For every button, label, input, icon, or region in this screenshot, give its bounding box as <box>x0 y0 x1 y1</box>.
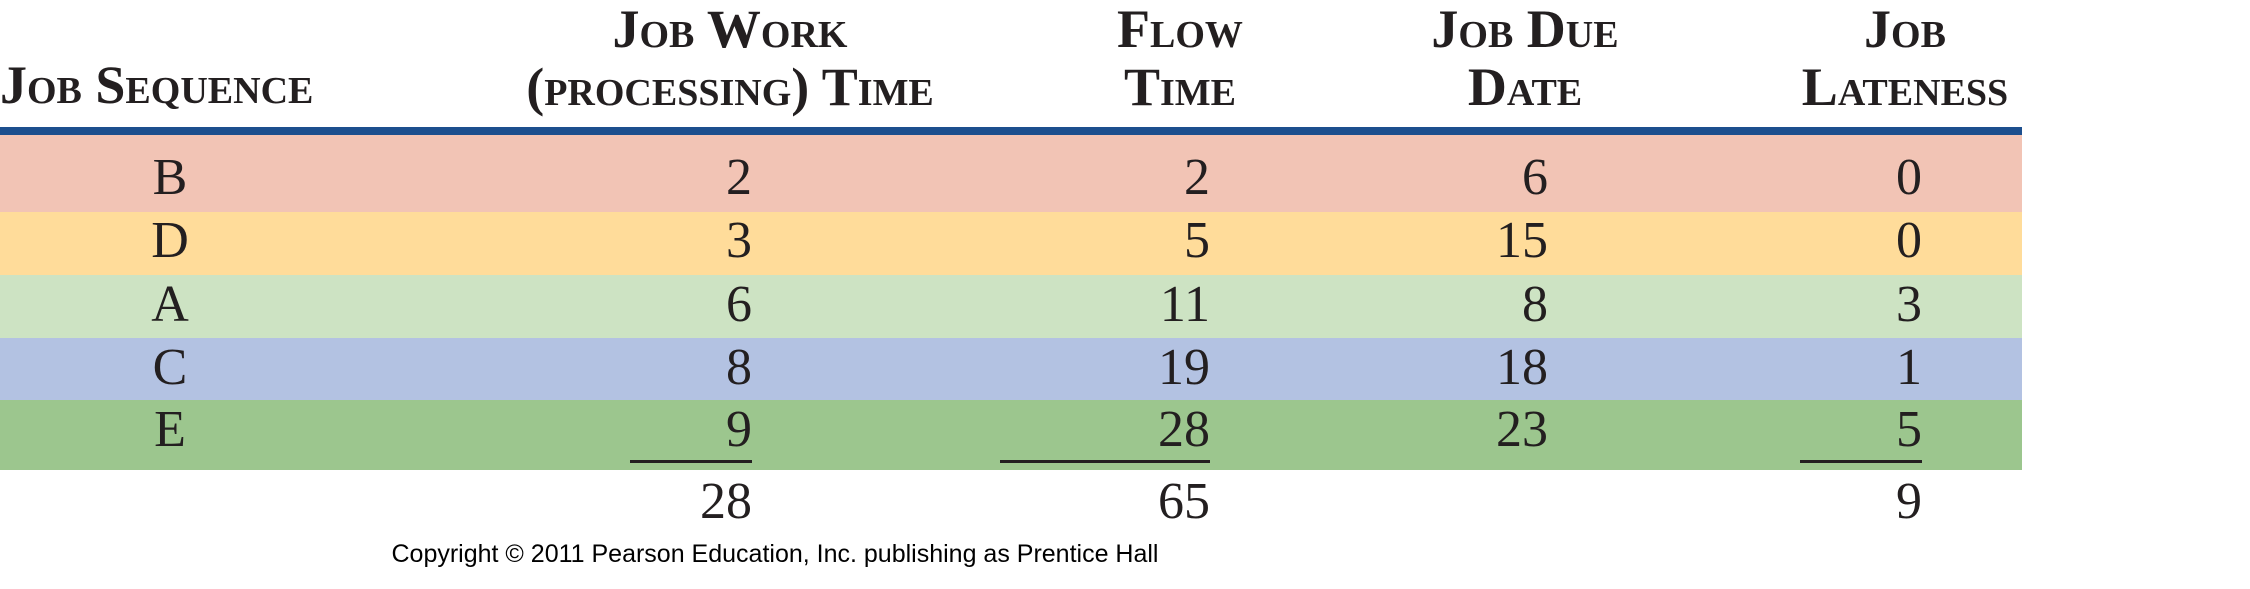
header-job-work-time-line-2: (processing) Time <box>526 57 934 117</box>
cell-flow-time: 19 <box>1158 339 1210 396</box>
cell-work-time: 9 <box>630 400 752 463</box>
cell-work-time: 3 <box>726 212 752 269</box>
header-job-work-time: Job Work (processing) Time <box>490 0 970 116</box>
header-job-lateness-line-2: Lateness <box>1801 57 2009 117</box>
cell-flow-time: 5 <box>1184 212 1210 269</box>
cell-due-date: 18 <box>1496 339 1548 396</box>
copyright-notice: Copyright © 2011 Pearson Education, Inc.… <box>391 540 1159 568</box>
table-row: B 2 2 6 0 <box>0 135 2022 212</box>
cell-flow-time: 11 <box>1159 276 1210 333</box>
table-row: E 9 28 23 5 <box>0 400 2022 470</box>
total-lateness: 9 <box>1896 473 1922 530</box>
cell-work-time: 8 <box>726 339 752 396</box>
header-job-lateness-line-1: Job <box>1864 0 1946 59</box>
cell-lateness: 3 <box>1896 276 1922 333</box>
table-row: C 8 19 18 1 <box>0 338 2022 400</box>
cell-flow-time: 2 <box>1184 149 1210 206</box>
cell-flow-time: 28 <box>1000 400 1210 463</box>
cell-job: E <box>154 401 186 458</box>
header-job-sequence-line-1: Job Sequence <box>0 55 314 115</box>
cell-job: D <box>151 212 189 269</box>
header-flow-time-line-2: Time <box>1123 57 1237 117</box>
total-flow-time: 65 <box>1158 473 1210 530</box>
cell-lateness: 1 <box>1896 339 1922 396</box>
cell-job: B <box>152 149 188 206</box>
cell-work-time: 6 <box>726 276 752 333</box>
cell-due-date: 15 <box>1496 212 1548 269</box>
header-job-due-date-line-2: Date <box>1467 57 1583 117</box>
header-job-work-time-line-1: Job Work <box>612 0 848 59</box>
cell-due-date: 6 <box>1522 149 1548 206</box>
cell-job: A <box>151 276 189 333</box>
header-rule <box>0 127 2022 135</box>
header-flow-time-line-1: Flow <box>1117 0 1243 59</box>
header-flow-time: Flow Time <box>1080 0 1280 116</box>
cell-lateness: 0 <box>1896 149 1922 206</box>
header-job-due-date-line-1: Job Due <box>1431 0 1619 59</box>
total-work-time: 28 <box>700 473 752 530</box>
header-job-lateness: Job Lateness <box>1770 0 2040 116</box>
cell-job: C <box>152 339 188 396</box>
header-job-due-date: Job Due Date <box>1400 0 1650 116</box>
table-row: A 6 11 8 3 <box>0 275 2022 338</box>
cell-due-date: 8 <box>1522 276 1548 333</box>
table-row: D 3 5 15 0 <box>0 212 2022 275</box>
cell-lateness: 5 <box>1800 400 1922 463</box>
cell-work-time: 2 <box>726 149 752 206</box>
cell-due-date: 23 <box>1496 401 1548 458</box>
header-job-sequence: Job Sequence <box>0 56 313 114</box>
cell-lateness: 0 <box>1896 212 1922 269</box>
